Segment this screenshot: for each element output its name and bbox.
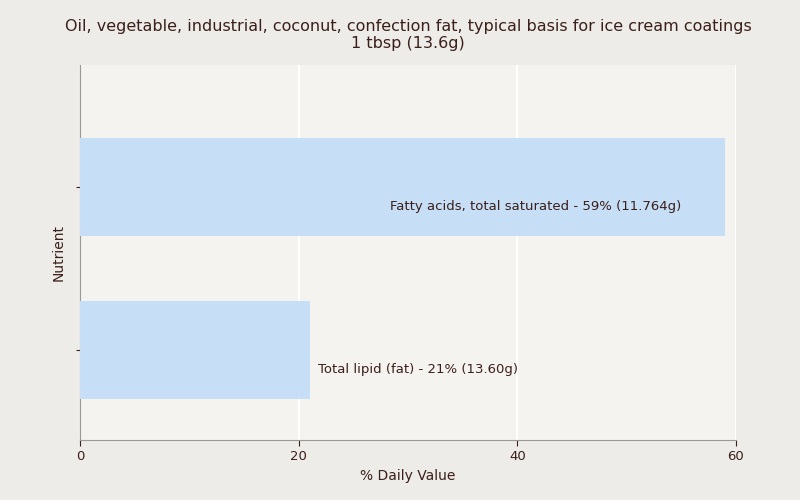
Bar bbox=[80, 302, 310, 399]
Y-axis label: Nutrient: Nutrient bbox=[51, 224, 66, 281]
X-axis label: % Daily Value: % Daily Value bbox=[360, 469, 456, 483]
Text: Total lipid (fat) - 21% (13.60g): Total lipid (fat) - 21% (13.60g) bbox=[318, 364, 518, 376]
Text: Fatty acids, total saturated - 59% (11.764g): Fatty acids, total saturated - 59% (11.7… bbox=[390, 200, 682, 213]
Bar bbox=[80, 138, 725, 236]
Title: Oil, vegetable, industrial, coconut, confection fat, typical basis for ice cream: Oil, vegetable, industrial, coconut, con… bbox=[65, 19, 751, 52]
